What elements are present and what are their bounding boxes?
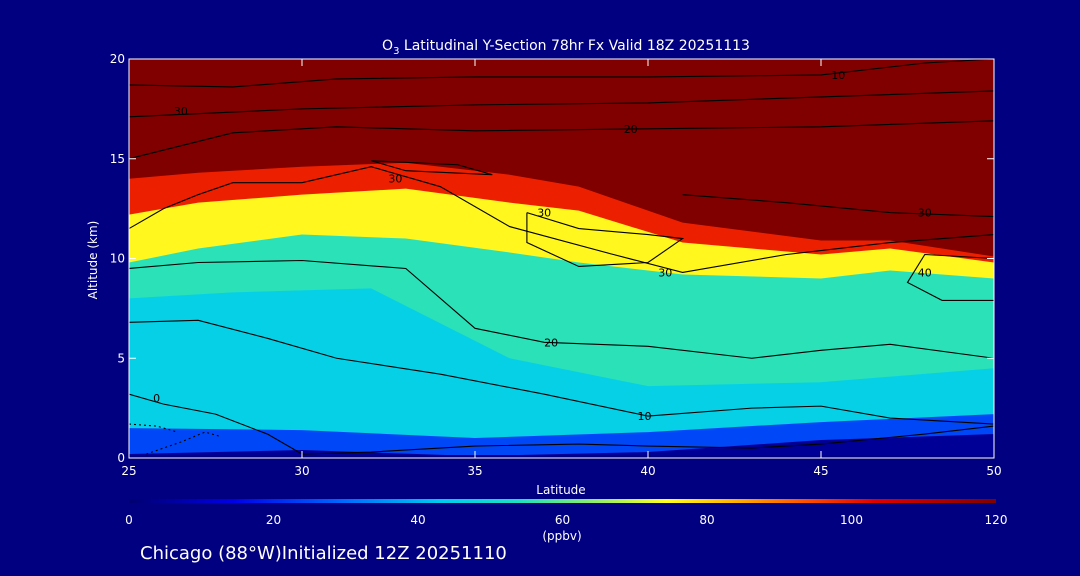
y-tick-label: 0: [117, 451, 125, 465]
contour-line-10: [129, 319, 994, 425]
contour-line-30: [371, 160, 493, 176]
x-tick-label: 45: [813, 464, 828, 478]
field-band-5: [129, 434, 994, 458]
colorbar-tick-label: 0: [125, 513, 133, 527]
contour-label: 30: [537, 207, 551, 220]
y-tick-label: 10: [110, 252, 125, 266]
contour-label: 30: [388, 173, 402, 186]
y-tick-label: 5: [117, 351, 125, 365]
contour-label: 10: [831, 69, 845, 82]
contour-line-dotted: [146, 431, 220, 455]
y-axis-ticks: 0 5 10 15 20: [110, 52, 994, 465]
contour-line-20: [129, 120, 994, 160]
contour-label: 30: [658, 266, 672, 279]
contour-line-30: [129, 166, 994, 274]
contour-label: 30: [174, 105, 188, 118]
contour-line-10: [129, 59, 994, 88]
x-axis-label: Latitude: [536, 483, 585, 497]
colorbar-ticks: 0 20 40 60 80 100 120: [125, 513, 1007, 527]
x-tick-label: 50: [986, 464, 1001, 478]
contour-label: 40: [918, 266, 932, 279]
contour-label: 20: [544, 336, 558, 349]
contour-label: 0: [153, 392, 160, 405]
y-tick-label: 20: [110, 52, 125, 66]
colorbar-tick-label: 100: [840, 513, 863, 527]
y-tick-label: 15: [110, 152, 125, 166]
field-band-surface: [129, 455, 994, 458]
colorbar-tick-label: 80: [699, 513, 714, 527]
contour-lines: 0 10 20 30 30 30 30 40 20 30 10: [129, 59, 994, 455]
colorbar: [129, 499, 996, 503]
caption: Chicago (88°W)Initialized 12Z 20251110: [140, 543, 507, 564]
contour-line-0: [129, 393, 994, 455]
y-axis-label: Altitude (km): [86, 221, 100, 300]
contour-line-40: [906, 253, 994, 301]
x-axis-ticks: 25 30 35 40 45 50: [121, 59, 1002, 478]
colorbar-tick-label: 20: [266, 513, 281, 527]
contour-line-30: [129, 90, 994, 118]
x-tick-label: 40: [640, 464, 655, 478]
contour-line-30: [526, 212, 685, 268]
x-tick-label: 30: [294, 464, 309, 478]
contour-line-30: [682, 194, 994, 218]
field-band-45: [129, 288, 994, 458]
colorbar-units: (ppbv): [542, 529, 581, 543]
x-tick-label: 35: [467, 464, 482, 478]
contour-label: 10: [638, 410, 652, 423]
colorbar-tick-label: 60: [555, 513, 570, 527]
contour-line-20: [129, 259, 994, 359]
contour-label: 30: [918, 207, 932, 220]
chart-title: O3 Latitudinal Y-Section 78hr Fx Valid 1…: [382, 38, 750, 57]
plot-area: 0 10 20 30 30 30 30 40 20 30 10: [129, 59, 994, 458]
contour-label: 20: [624, 123, 638, 136]
x-tick-label: 25: [121, 464, 136, 478]
colorbar-tick-label: 120: [985, 513, 1008, 527]
colorbar-tick-label: 40: [410, 513, 425, 527]
